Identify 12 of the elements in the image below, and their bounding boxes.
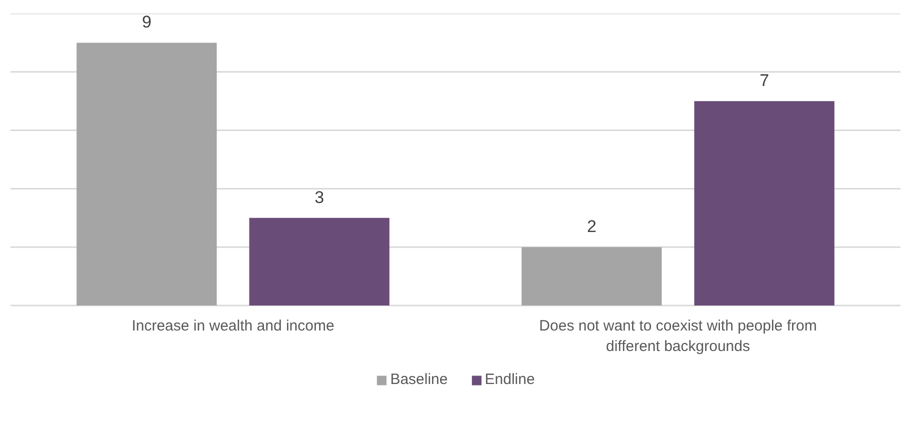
bar bbox=[249, 218, 390, 306]
x-tick-label: Increase in wealth and income bbox=[132, 318, 334, 334]
legend-label: Endline bbox=[484, 371, 535, 388]
legend-label: Baseline bbox=[390, 371, 448, 388]
x-tick-label: Does not want to coexist with people from different backgrounds bbox=[539, 318, 817, 355]
data-label: 9 bbox=[142, 12, 152, 32]
data-label: 3 bbox=[314, 188, 324, 207]
bar bbox=[522, 247, 662, 306]
data-label: 2 bbox=[586, 217, 596, 236]
data-label: 7 bbox=[760, 71, 770, 90]
bar bbox=[76, 42, 217, 306]
bar bbox=[694, 101, 834, 306]
